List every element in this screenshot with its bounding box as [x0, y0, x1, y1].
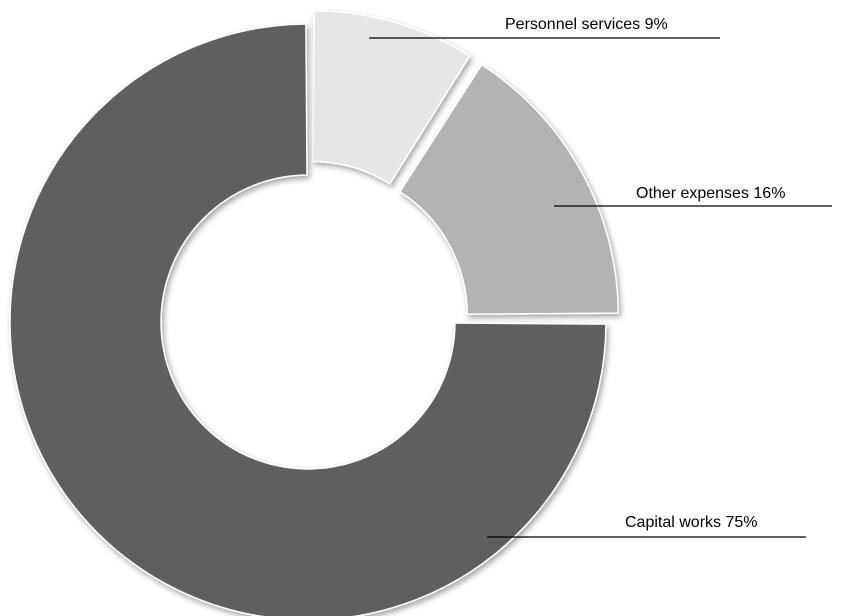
donut-slices: [9, 9, 620, 616]
slice-other-expenses: [398, 63, 620, 315]
slice-label-capital-works: Capital works 75%: [625, 514, 758, 531]
slice-label-other-expenses: Other expenses 16%: [636, 185, 785, 202]
slice-capital-works: [9, 23, 607, 616]
slice-label-personnel-services: Personnel services 9%: [505, 16, 668, 33]
slice-personnel-services: [312, 9, 471, 185]
slice-labels: Personnel services 9% Other expenses 16% C…: [369, 16, 832, 538]
